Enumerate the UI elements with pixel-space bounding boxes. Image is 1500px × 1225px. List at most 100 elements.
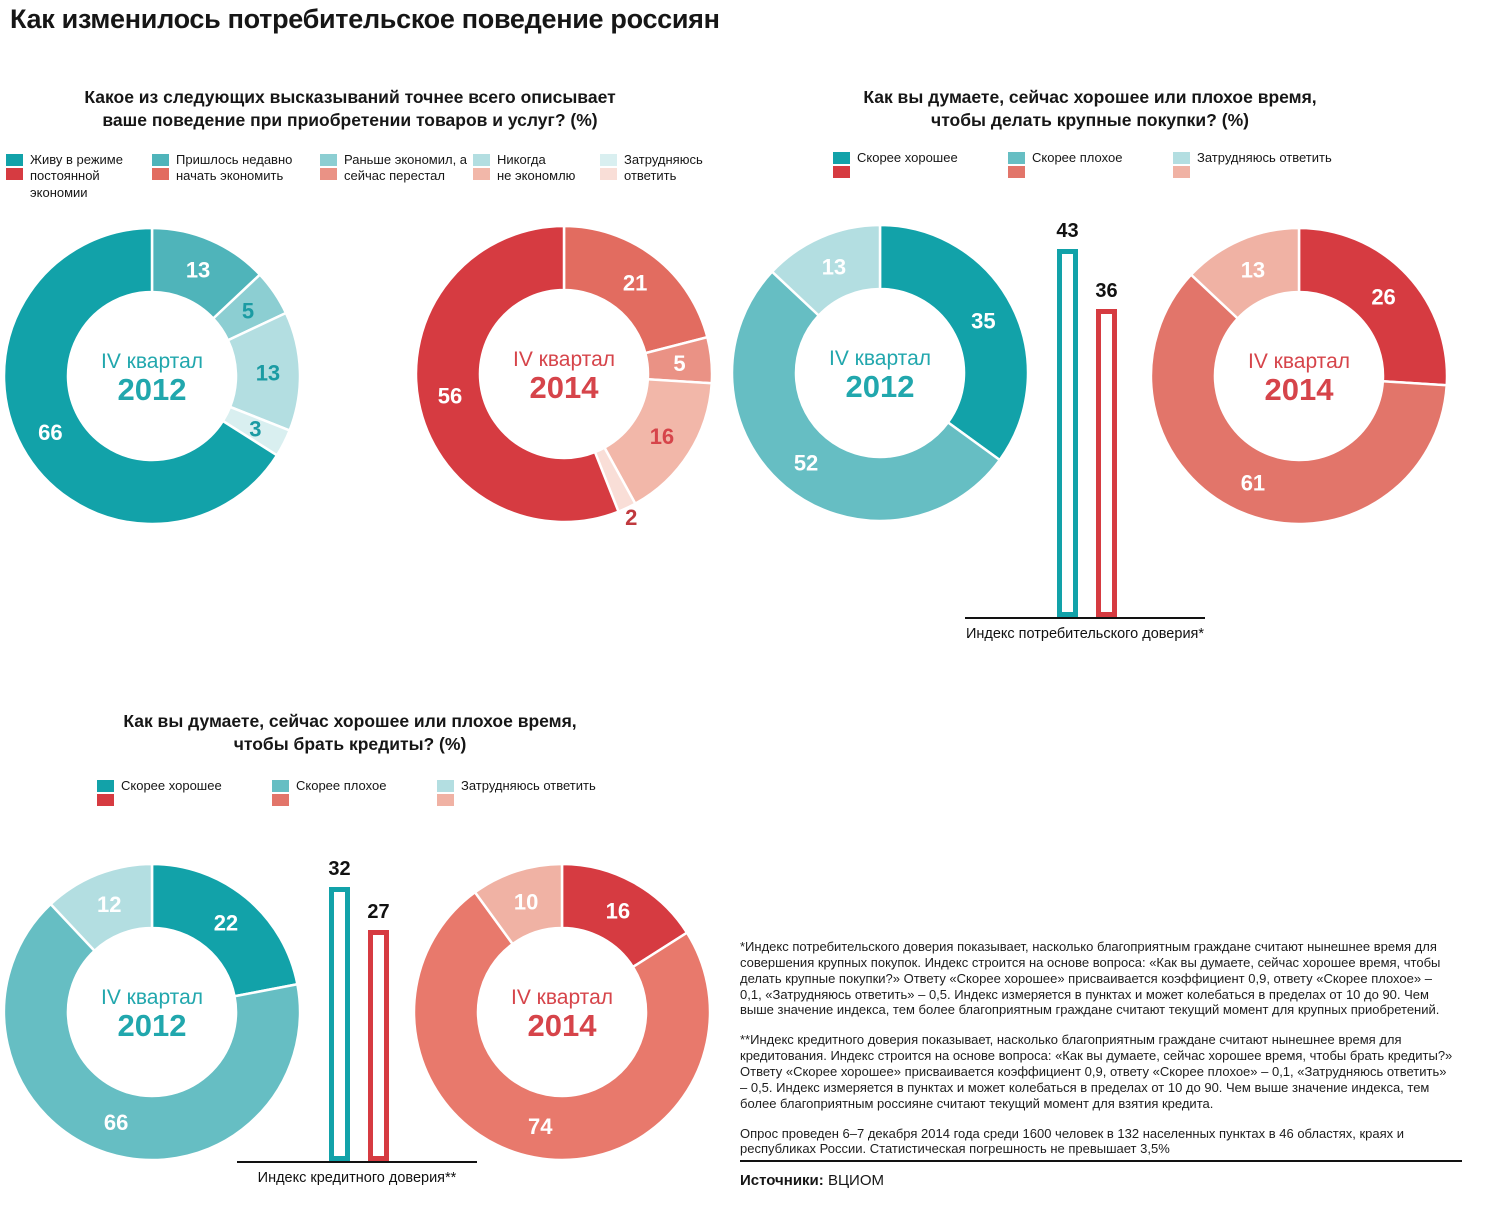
pie-slice-value: 74 — [528, 1114, 553, 1139]
swatch-2012-icon — [6, 154, 23, 166]
pie-slice-value: 22 — [214, 911, 238, 936]
pie-slice — [878, 223, 1030, 462]
bar-chart-consumer-confidence-index: 43 36 — [965, 220, 1205, 619]
question-2-line2: чтобы делать крупные покупки? (%) — [931, 109, 1249, 130]
donut-chart-spending-2012: 13 5 13 3 66 IV квартал 2012 — [2, 226, 302, 526]
pie-slice — [562, 224, 709, 355]
footnote-credit-index: **Индекс кредитного доверия показывает, … — [740, 1032, 1453, 1111]
pie-slice — [473, 862, 564, 946]
bar-chart-caption: Индекс кредитного доверия** — [257, 1170, 457, 1186]
bar-chart-baseline — [965, 617, 1205, 619]
legend-item-rather-good: Скорее хорошее — [97, 778, 222, 806]
swatch-2014-icon — [473, 168, 490, 180]
legend-label: Скорее плохое — [1032, 150, 1123, 165]
index-bar-value: 43 — [1056, 220, 1079, 242]
legend-item-live-in-economy: Живу в режиме постоянной экономии — [6, 152, 126, 201]
swatch-2014-icon — [600, 168, 617, 180]
legend-swatches — [1173, 150, 1190, 178]
swatch-2012-icon — [320, 154, 337, 166]
swatch-2012-icon — [1173, 152, 1190, 164]
pie-slice-value: 5 — [242, 299, 254, 324]
pie-slice — [412, 890, 712, 1162]
pie-slice-value: 26 — [1371, 285, 1395, 310]
swatch-2012-icon — [473, 154, 490, 166]
swatch-2012-icon — [600, 154, 617, 166]
legend-label: Затрудняюсь ответить — [624, 152, 703, 184]
pie-center-label: IV квартал — [101, 986, 203, 1009]
index-bar — [1057, 249, 1078, 617]
swatch-2012-icon — [272, 780, 289, 792]
pie-slice — [1189, 226, 1301, 321]
legend-swatches — [437, 778, 454, 806]
pie-slice — [150, 862, 299, 998]
legend-item-hard-to-answer: Затрудняюсь ответить — [600, 152, 715, 185]
index-bar — [368, 930, 389, 1161]
legend-item-hard-to-answer: Затрудняюсь ответить — [1173, 150, 1332, 178]
pie-slice-value: 35 — [971, 308, 995, 333]
legend-swatches — [833, 150, 850, 178]
swatch-2014-icon — [6, 168, 23, 180]
legend-label: Затрудняюсь ответить — [461, 778, 596, 793]
pie-slice-value: 16 — [650, 424, 674, 449]
legend-label: Скорее хорошее — [121, 778, 222, 793]
legend-swatches — [473, 152, 490, 180]
footnote-survey-method: Опрос проведен 6–7 декабря 2014 года сре… — [740, 1125, 1405, 1157]
pie-slice-value: 66 — [38, 420, 62, 445]
question-2-title: Как вы думаете, сейчас хорошее или плохо… — [770, 86, 1410, 132]
question-1-title: Какое из следующих высказываний точнее в… — [40, 86, 660, 132]
question-1-line2: ваше поведение при приобретении товаров … — [102, 109, 598, 130]
legend-label: Пришлось недавно начать экономить — [176, 152, 293, 184]
pie-center-year: 2012 — [118, 372, 187, 407]
pie-center-year: 2014 — [528, 1008, 598, 1043]
index-bar-value: 32 — [328, 858, 351, 880]
question-2-line1: Как вы думаете, сейчас хорошее или плохо… — [863, 87, 1317, 107]
swatch-2012-icon — [1008, 152, 1025, 164]
pie-center-label: IV квартал — [101, 350, 203, 373]
pie-slice-value: 66 — [104, 1110, 128, 1135]
donut-chart-purchases-2012: 35 52 13 IV квартал 2012 — [730, 223, 1030, 523]
pie-slice-value: 13 — [256, 360, 280, 385]
pie-slice — [2, 226, 279, 526]
sources-label: Источники: — [740, 1172, 824, 1189]
swatch-2014-icon — [1008, 166, 1025, 178]
legend-label: Никогда не экономлю — [497, 152, 576, 184]
legend-swatches — [600, 152, 617, 180]
pie-slice — [770, 223, 882, 318]
pie-slice — [414, 224, 621, 524]
legend-item-rather-bad: Скорее плохое — [272, 778, 386, 806]
legend-item-rather-bad: Скорее плохое — [1008, 150, 1122, 178]
donut-chart-credits-2012: 22 66 12 IV квартал 2012 — [2, 862, 302, 1162]
swatch-2014-icon — [272, 794, 289, 806]
legend-label: Живу в режиме постоянной экономии — [30, 152, 123, 200]
legend-swatches — [320, 152, 337, 180]
legend-item-started-saving: Пришлось недавно начать экономить — [152, 152, 302, 185]
pie-slice-value: 13 — [186, 257, 210, 282]
pie-slice — [1149, 272, 1449, 526]
swatch-2014-icon — [97, 794, 114, 806]
donut-chart-credits-2014: 16 74 10 IV квартал 2014 — [412, 862, 712, 1162]
legend-item-stopped-saving: Раньше экономил, а сейчас перестал — [320, 152, 470, 185]
question-3-line1: Как вы думаете, сейчас хорошее или плохо… — [123, 711, 577, 731]
pie-slice-value: 16 — [606, 898, 630, 923]
swatch-2012-icon — [437, 780, 454, 792]
legend-label: Скорее плохое — [296, 778, 387, 793]
legend-swatches — [97, 778, 114, 806]
legend-label: Раньше экономил, а сейчас перестал — [344, 152, 468, 184]
pie-slice-value: 13 — [1241, 257, 1265, 282]
swatch-2014-icon — [833, 166, 850, 178]
pie-slice — [48, 862, 154, 953]
pie-slice-value: 13 — [822, 254, 846, 279]
pie-slice-value: 2 — [625, 505, 637, 530]
legend-label: Затрудняюсь ответить — [1197, 150, 1332, 165]
pie-slice-value: 52 — [794, 450, 818, 475]
pie-center-year: 2014 — [1265, 372, 1335, 407]
swatch-2012-icon — [152, 154, 169, 166]
legend-item-rather-good: Скорее хорошее — [833, 150, 958, 178]
donut-chart-purchases-2014: 26 61 13 IV квартал 2014 — [1149, 226, 1449, 526]
sources-divider — [740, 1160, 1462, 1162]
question-1-line1: Какое из следующих высказываний точнее в… — [84, 87, 616, 107]
pie-slice-value: 21 — [623, 270, 647, 295]
sources-value: ВЦИОМ — [827, 1172, 884, 1189]
pie-center-label: IV квартал — [513, 348, 615, 371]
